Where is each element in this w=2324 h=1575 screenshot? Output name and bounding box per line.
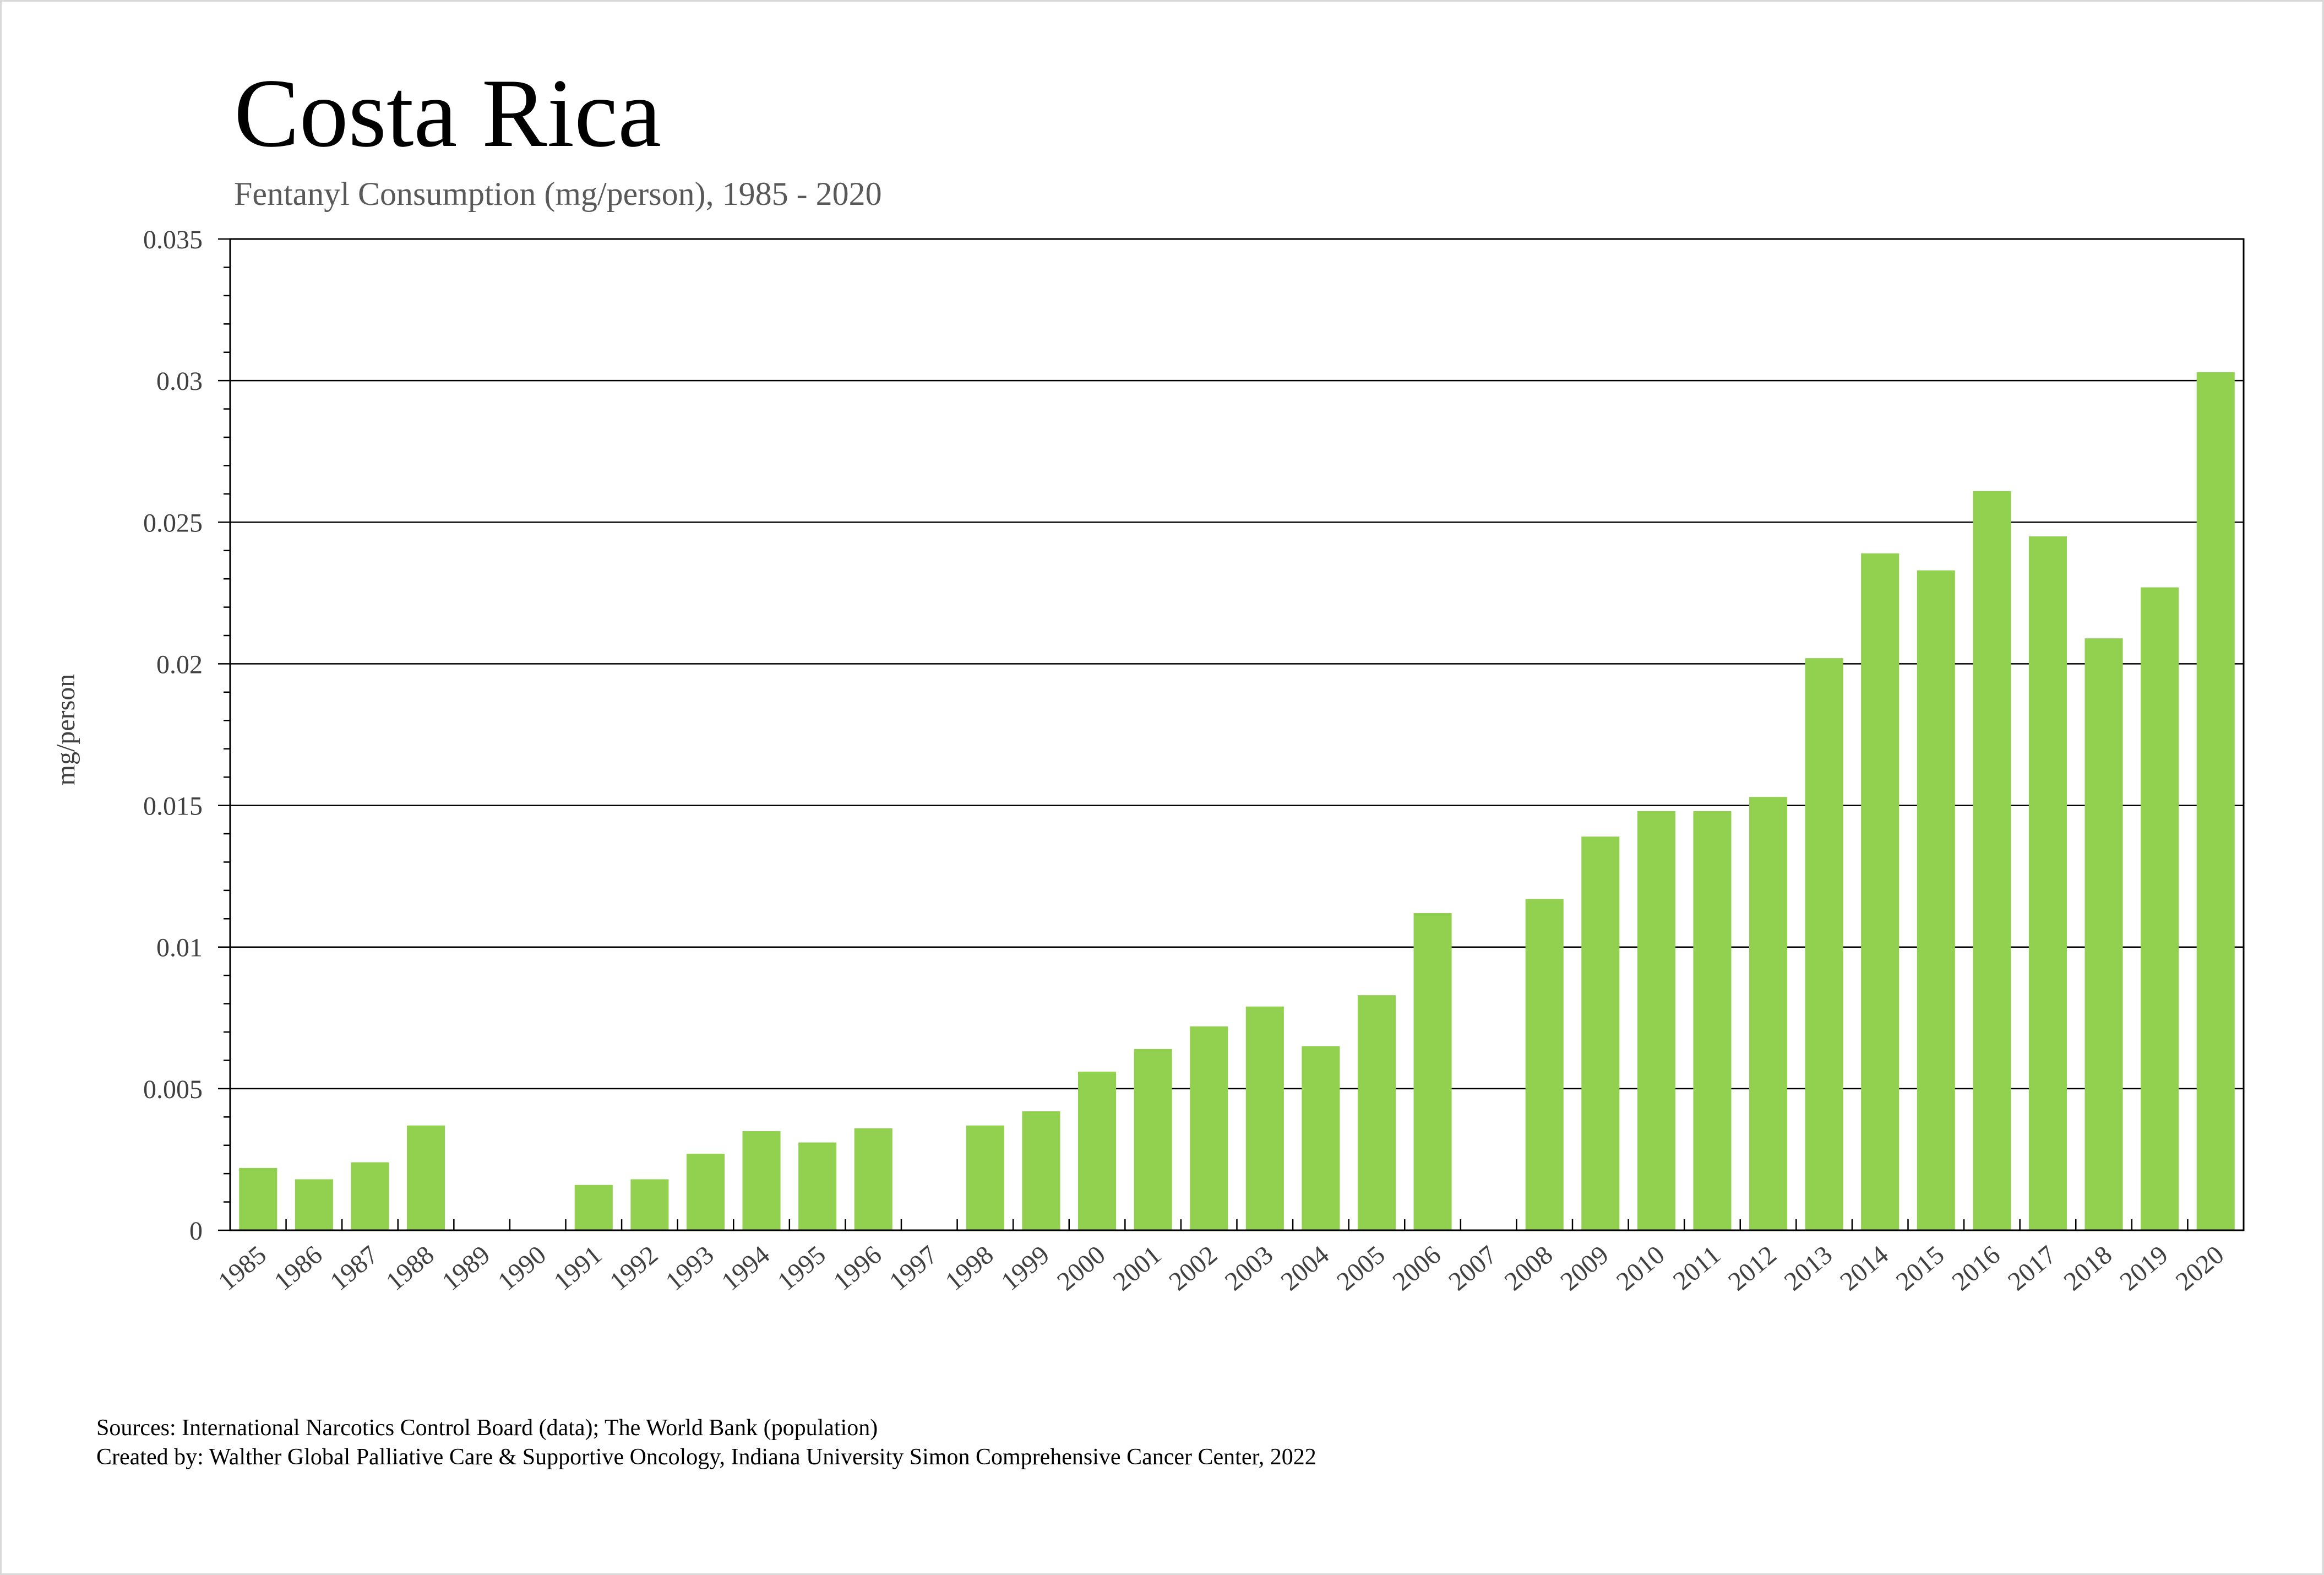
x-tick-label: 2014: [1835, 1240, 1894, 1296]
y-tick-labels: 0 0.005 0.01 0.015 0.02 0.025 0.03 0.035: [143, 225, 203, 1246]
created-by-note: Created by: Walther Global Palliative Ca…: [96, 1444, 1316, 1470]
x-tick-label: 2010: [1611, 1240, 1670, 1296]
x-tick-label: 2009: [1555, 1240, 1614, 1296]
chart-subtitle: Fentanyl Consumption (mg/person), 1985 -…: [234, 176, 882, 212]
y-tick-label: 0.02: [156, 650, 203, 679]
x-tick-label: 2011: [1668, 1240, 1726, 1296]
x-tick-label: 1997: [884, 1240, 943, 1296]
x-tick-label: 1988: [380, 1240, 440, 1296]
x-tick-label: 2018: [2059, 1240, 2118, 1296]
bar-1994: [742, 1131, 781, 1230]
bar-1991: [574, 1185, 613, 1230]
x-tick-label: 2012: [1723, 1240, 1782, 1296]
gridlines: [230, 379, 2244, 1090]
y-tick-label: 0: [189, 1216, 203, 1246]
bar-2019: [2141, 587, 2179, 1230]
bar-1995: [798, 1142, 837, 1230]
y-tick-label: 0.025: [143, 508, 203, 537]
x-tick-label: 1985: [213, 1240, 272, 1296]
bar-2013: [1805, 658, 1843, 1230]
bar-2020: [2196, 372, 2235, 1230]
bar-2006: [1413, 913, 1452, 1230]
bar-2010: [1637, 811, 1675, 1230]
bar-1999: [1022, 1111, 1060, 1230]
bar-2009: [1581, 837, 1620, 1230]
x-tick-label: 1999: [995, 1240, 1055, 1296]
x-tick-label: 1998: [940, 1240, 999, 1296]
bar-2005: [1357, 995, 1396, 1230]
x-tick-label: 2008: [1499, 1240, 1559, 1296]
chart-title: Costa Rica: [234, 58, 661, 167]
x-tick-label: 2001: [1108, 1240, 1167, 1296]
bar-2002: [1190, 1026, 1228, 1230]
x-tick-label: 2013: [1779, 1240, 1838, 1296]
bar-1987: [351, 1162, 389, 1230]
x-tick-label: 1996: [828, 1240, 888, 1296]
y-axis-title: mg/person: [51, 674, 80, 786]
bar-2008: [1525, 899, 1564, 1230]
bar-1996: [854, 1128, 892, 1230]
bar-2003: [1245, 1006, 1284, 1230]
axes: [218, 238, 2245, 1231]
sources-note: Sources: International Narcotics Control…: [96, 1415, 878, 1441]
x-tick-label: 2002: [1163, 1240, 1223, 1296]
y-tick-label: 0.035: [143, 225, 203, 254]
x-tick-label: 2003: [1220, 1240, 1279, 1296]
x-tick-label: 2000: [1052, 1240, 1111, 1296]
bar-2000: [1078, 1072, 1117, 1230]
bar-2011: [1693, 811, 1732, 1230]
x-tick-label: 1987: [324, 1240, 384, 1296]
bar-1993: [686, 1154, 725, 1230]
x-tick-label: 1992: [604, 1240, 663, 1296]
x-tick-label: 2007: [1443, 1240, 1503, 1296]
bar-1998: [966, 1125, 1004, 1230]
x-tick-label: 2005: [1331, 1240, 1391, 1296]
x-tick-label: 2017: [2002, 1240, 2062, 1296]
x-tick-label: 1989: [437, 1240, 496, 1296]
bar-2004: [1302, 1046, 1340, 1230]
bar-1992: [630, 1179, 669, 1230]
x-tick-labels: 1985198619871988198919901991199219931994…: [213, 1240, 2229, 1296]
bars: [239, 372, 2235, 1230]
bar-2012: [1749, 797, 1788, 1230]
x-tick-label: 1990: [492, 1240, 552, 1296]
x-tick-label: 1994: [716, 1240, 776, 1296]
y-tick-label: 0.015: [143, 792, 203, 821]
bar-2018: [2084, 638, 2123, 1230]
y-tick-label: 0.005: [143, 1075, 203, 1104]
bar-1985: [239, 1167, 277, 1230]
x-tick-label: 1986: [269, 1240, 328, 1296]
x-tick-label: 1993: [660, 1240, 720, 1296]
bar-2014: [1861, 553, 1900, 1230]
x-tick-label: 2020: [2170, 1240, 2230, 1296]
x-tick-label: 2015: [1891, 1240, 1950, 1296]
x-tick-label: 1995: [772, 1240, 831, 1296]
bar-1986: [295, 1179, 333, 1230]
x-tick-label: 2019: [2114, 1240, 2174, 1296]
bar-2015: [1917, 570, 1955, 1230]
bar-1988: [407, 1125, 445, 1230]
bar-2001: [1134, 1049, 1172, 1230]
bar-2017: [2028, 536, 2067, 1230]
x-tick-label: 2006: [1387, 1240, 1447, 1296]
x-tick-label: 2004: [1275, 1240, 1335, 1296]
x-tick-label: 2016: [1946, 1240, 2006, 1296]
y-tick-label: 0.03: [156, 367, 203, 396]
y-tick-label: 0.01: [156, 933, 203, 963]
bar-2016: [1973, 491, 2011, 1230]
x-tick-label: 1991: [548, 1240, 608, 1296]
